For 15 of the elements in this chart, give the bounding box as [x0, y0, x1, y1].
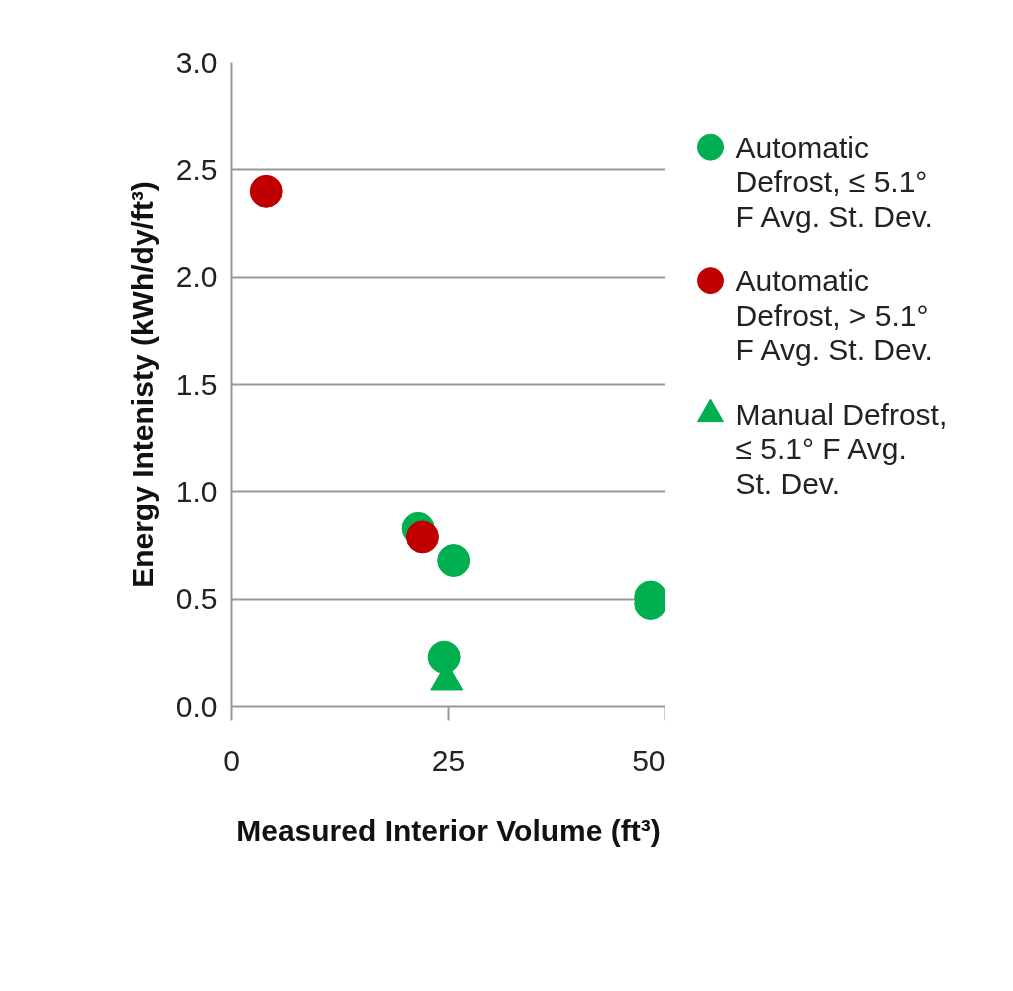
- x-axis-title: Measured Interior Volume (ft³): [236, 813, 661, 847]
- x-tick-label: 50: [632, 743, 666, 777]
- y-tick-label: 3.0: [175, 45, 218, 79]
- y-tick-label: 0.0: [175, 689, 218, 723]
- legend-label: Automatic Defrost, > 5.1° F Avg. St. Dev.: [735, 264, 933, 367]
- x-tick-label: 0: [223, 743, 240, 777]
- y-tick-label: 2.0: [175, 260, 218, 294]
- y-tick-label: 1.5: [175, 367, 218, 401]
- legend-label: Manual Defrost, ≤ 5.1° F Avg. St. Dev.: [735, 397, 948, 500]
- legend-label: Automatic Defrost, ≤ 5.1° F Avg. St. Dev.: [735, 130, 933, 233]
- y-tick-label: 2.5: [175, 152, 218, 186]
- x-tick-label: 25: [431, 743, 466, 777]
- y-axis-title: Energy Intenisty (kWh/dy/ft³): [125, 181, 159, 588]
- y-tick-label: 1.0: [175, 474, 218, 508]
- y-tick-label: 0.5: [175, 582, 218, 616]
